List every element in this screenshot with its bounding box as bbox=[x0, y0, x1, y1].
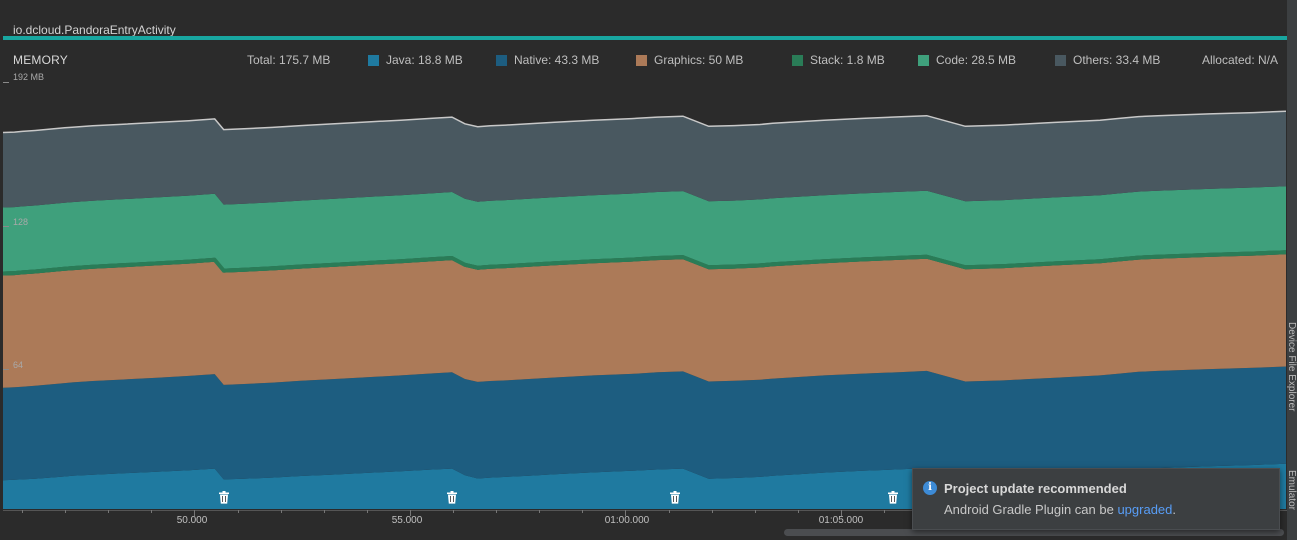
timeline-scrollbar[interactable] bbox=[784, 529, 1284, 536]
monitor-title: MEMORY bbox=[13, 53, 68, 67]
area-code bbox=[3, 186, 1286, 272]
axis-tick bbox=[840, 510, 842, 516]
right-tool-rail: Device File Explorer Emulator bbox=[1287, 0, 1297, 540]
y-axis-label-128: 128 bbox=[13, 217, 29, 227]
time-label-55: 55.000 bbox=[391, 515, 423, 526]
notification-body: Android Gradle Plugin can be upgraded. bbox=[944, 502, 1177, 517]
axis-tick bbox=[151, 510, 153, 513]
axis-tick bbox=[582, 510, 584, 513]
time-label-100: 01:00.000 bbox=[604, 515, 650, 526]
axis-tick bbox=[711, 510, 713, 513]
trash-icon[interactable] bbox=[446, 491, 458, 504]
emulator-tab[interactable]: Emulator bbox=[1287, 470, 1297, 511]
total-line bbox=[3, 110, 1286, 134]
legend-allocated: Allocated: N/A bbox=[1201, 53, 1278, 67]
axis-tick bbox=[323, 510, 325, 513]
legend-java: Java: 18.8 MB bbox=[368, 53, 463, 67]
device-file-explorer-tab[interactable]: Device File Explorer bbox=[1287, 322, 1297, 412]
notification-title: Project update recommended bbox=[944, 481, 1127, 496]
session-header: io.dcloud.PandoraEntryActivity bbox=[0, 0, 1287, 37]
trash-icon[interactable] bbox=[669, 491, 681, 504]
axis-tick bbox=[237, 510, 239, 513]
area-native bbox=[3, 366, 1286, 481]
legend-swatch bbox=[368, 54, 379, 66]
legend-native: Native: 43.3 MB bbox=[496, 53, 599, 67]
axis-tick bbox=[668, 510, 670, 513]
y-axis-label-192: 192 MB bbox=[13, 72, 45, 82]
legend-swatch bbox=[636, 54, 647, 66]
notification-balloon[interactable]: i Project update recommended Android Gra… bbox=[912, 468, 1280, 530]
axis-tick bbox=[539, 510, 541, 513]
session-timeline-bar[interactable] bbox=[3, 36, 1287, 40]
info-icon: i bbox=[923, 481, 937, 495]
time-label-105: 01:05.000 bbox=[818, 515, 864, 526]
memory-monitor[interactable]: MEMORY Total: 175.7 MB Java: 18.8 MB Nat… bbox=[3, 42, 1286, 510]
y-axis-label-64: 64 bbox=[13, 360, 24, 370]
axis-tick bbox=[625, 510, 627, 516]
legend-stack: Stack: 1.8 MB bbox=[792, 53, 885, 67]
axis-tick bbox=[797, 510, 799, 513]
axis-tick bbox=[65, 510, 67, 513]
legend-code: Code: 28.5 MB bbox=[918, 53, 1016, 67]
legend-swatch bbox=[1055, 54, 1066, 66]
legend-total: Total: 175.7 MB bbox=[247, 53, 331, 67]
legend-swatch bbox=[496, 54, 507, 66]
legend-others: Others: 33.4 MB bbox=[1055, 53, 1160, 67]
legend-swatch bbox=[792, 54, 803, 66]
time-label-50: 50.000 bbox=[176, 515, 208, 526]
area-graphics bbox=[3, 254, 1286, 388]
legend-graphics: Graphics: 50 MB bbox=[636, 53, 743, 67]
axis-tick bbox=[754, 510, 756, 513]
memory-stacked-area-chart[interactable] bbox=[3, 42, 1286, 510]
y-tick-mark bbox=[3, 369, 9, 370]
axis-line bbox=[3, 510, 1287, 511]
y-tick-mark bbox=[3, 226, 9, 227]
trash-icon[interactable] bbox=[218, 491, 230, 504]
area-others bbox=[3, 111, 1286, 208]
axis-tick bbox=[22, 510, 23, 513]
axis-tick bbox=[453, 510, 454, 513]
axis-tick bbox=[409, 510, 411, 516]
axis-tick bbox=[366, 510, 368, 513]
legend-swatch bbox=[918, 54, 929, 66]
trash-icon[interactable] bbox=[887, 491, 899, 504]
axis-tick bbox=[884, 510, 885, 513]
session-title[interactable]: io.dcloud.PandoraEntryActivity bbox=[13, 23, 176, 37]
upgrade-link[interactable]: upgraded bbox=[1117, 502, 1173, 517]
axis-tick bbox=[280, 510, 282, 513]
axis-tick bbox=[496, 510, 498, 513]
stack-band-line bbox=[3, 250, 1286, 276]
y-tick-mark bbox=[3, 82, 9, 83]
axis-tick bbox=[194, 510, 196, 516]
axis-tick bbox=[108, 510, 110, 513]
